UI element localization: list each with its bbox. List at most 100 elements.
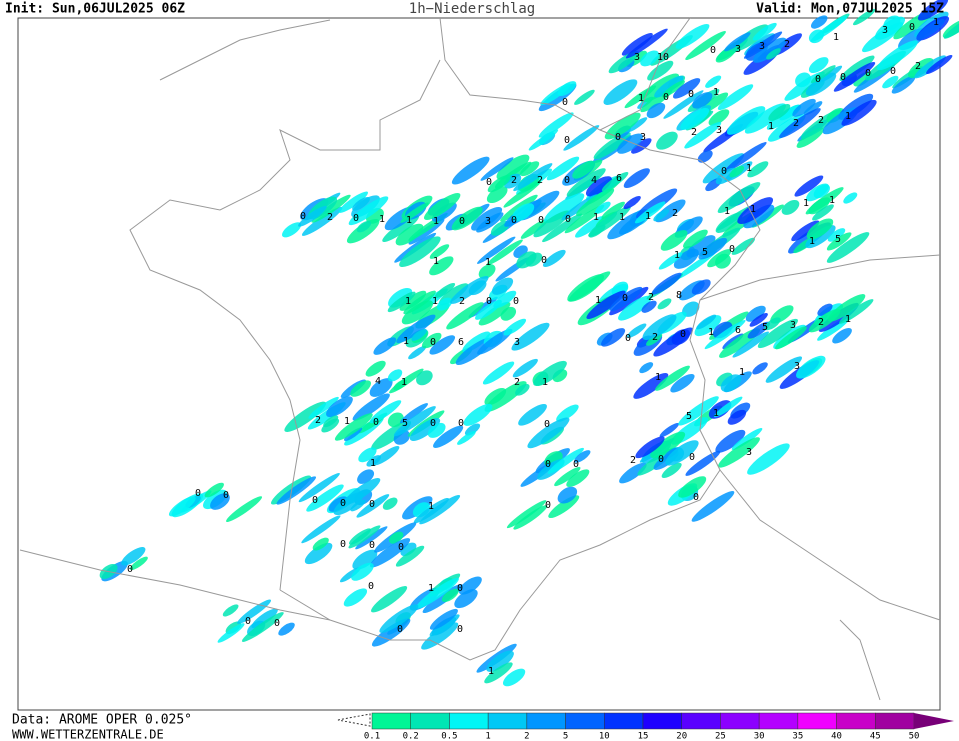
init-time: Init: Sun,06JUL2025 06Z — [5, 2, 185, 17]
precip-streak — [639, 362, 654, 374]
colorbar-over-arrow — [914, 713, 954, 729]
map-value-label: 2 — [327, 212, 333, 223]
map-value-label: 2 — [818, 317, 824, 328]
colorbar-label: 20 — [676, 732, 687, 741]
precip-streak — [650, 431, 686, 459]
precip-streak — [671, 329, 690, 345]
italy-coast — [719, 469, 941, 621]
map-value-label: 0 — [340, 539, 346, 550]
precip-streak — [810, 65, 836, 84]
precip-streak — [715, 46, 737, 63]
precip-streak — [626, 323, 647, 338]
map-value-label: 3 — [746, 447, 752, 458]
precip-streak — [493, 290, 517, 309]
precip-streak — [503, 318, 527, 336]
precip-streak — [352, 393, 390, 421]
precip-streak — [399, 403, 429, 424]
precip-streak — [387, 291, 416, 313]
map-value-label: 0 — [658, 454, 664, 465]
precip-streak — [482, 361, 515, 385]
precip-streak — [284, 401, 327, 433]
precip-streak — [943, 14, 959, 39]
map-value-label: 0 — [127, 564, 133, 575]
map-value-label: 0 — [369, 499, 375, 510]
precip-streak — [658, 252, 683, 270]
map-value-label: 6 — [616, 173, 622, 184]
precip-streak — [251, 608, 278, 629]
precip-streak — [686, 235, 716, 258]
map-value-label: 3 — [790, 320, 796, 331]
precip-streak — [476, 212, 504, 233]
precip-streak — [916, 18, 945, 41]
precip-streak — [326, 396, 353, 418]
colorbar-label: 50 — [909, 732, 920, 741]
precip-streak — [525, 252, 543, 267]
map-value-label: 0 — [353, 213, 359, 224]
precip-streak — [917, 0, 949, 21]
precip-streak — [747, 321, 770, 339]
precip-streak — [512, 358, 538, 378]
precip-streak — [413, 497, 449, 524]
precip-streak — [557, 486, 578, 504]
map-value-label: 1 — [370, 458, 376, 469]
precip-streak — [434, 282, 456, 299]
map-value-label: 0 — [368, 581, 374, 592]
precip-streak — [399, 236, 441, 268]
england-coast — [159, 19, 331, 81]
precip-streak — [486, 239, 523, 266]
precip-streak — [654, 75, 684, 98]
map-value-label: 3 — [735, 44, 741, 55]
precip-streak — [338, 191, 369, 213]
map-value-label: 3 — [640, 132, 646, 143]
map-value-label: 0 — [693, 492, 699, 503]
precip-streak — [775, 326, 807, 350]
colorbar-box — [836, 712, 876, 730]
precip-streak — [656, 131, 678, 150]
precip-streak — [563, 125, 600, 151]
precip-streak — [486, 650, 514, 672]
map-value-label: 1 — [655, 372, 661, 383]
map-value-label: 4 — [375, 376, 381, 387]
precip-streak — [708, 109, 730, 126]
map-value-label: 0 — [689, 452, 695, 463]
colorbar-label: 15 — [638, 732, 649, 741]
precip-streak — [764, 317, 781, 331]
precip-streak — [515, 383, 530, 396]
map-value-label: 0 — [458, 418, 464, 429]
precip-streak — [715, 429, 746, 453]
precip-streak — [875, 16, 906, 40]
precip-streak — [357, 469, 375, 484]
map-value-label: 1 — [833, 32, 839, 43]
precipitation-field — [99, 0, 959, 687]
precip-streak — [704, 319, 746, 350]
precip-streak — [409, 417, 441, 441]
precip-streak — [476, 236, 516, 264]
precip-streak — [808, 29, 824, 44]
map-value-label: 5 — [402, 418, 408, 429]
precip-streak — [623, 196, 641, 210]
colorbar-box — [604, 712, 644, 730]
precip-streak — [350, 380, 372, 397]
map-value-label: 0 — [564, 135, 570, 146]
precip-streak — [520, 161, 540, 177]
precip-streak — [308, 396, 339, 419]
map-value-label: 0 — [573, 459, 579, 470]
map-value-label: 0 — [545, 459, 551, 470]
precip-streak — [603, 79, 638, 105]
precip-streak — [812, 204, 834, 221]
precip-streak — [680, 107, 710, 130]
colorbar: 0.1 0.2 0.5 1 2 5 10 15 20 25 30 35 40 45 50 — [364, 712, 954, 741]
map-value-label: 8 — [676, 290, 682, 301]
precip-streak — [454, 589, 478, 609]
precip-streak — [716, 206, 752, 231]
precip-streak — [441, 588, 459, 603]
precip-streak — [794, 175, 824, 197]
precip-streak — [691, 491, 735, 522]
precip-streak — [752, 22, 777, 41]
map-value-label: 0 — [615, 132, 621, 143]
precip-streak — [792, 98, 816, 117]
precip-streak — [433, 425, 464, 448]
precip-streak — [513, 505, 548, 530]
map-value-label: 0 — [369, 540, 375, 551]
